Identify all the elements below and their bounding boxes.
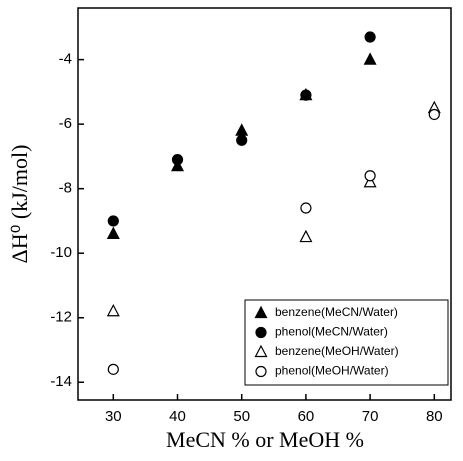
plot-frame	[77, 7, 452, 401]
y-tick-label: -6	[59, 115, 72, 132]
y-tick-label: -4	[59, 51, 72, 68]
legend-label: benzene(MeCN/Water)	[275, 305, 398, 319]
marker-circle	[428, 108, 440, 121]
x-tick-label: 70	[362, 408, 379, 425]
marker-triangle	[299, 229, 313, 243]
legend-label: phenol(MeCN/Water)	[275, 325, 388, 339]
x-tick-label: 30	[105, 408, 122, 425]
marker-circle	[300, 202, 312, 214]
marker-circle	[171, 154, 184, 166]
y-tick-label: -8	[59, 180, 72, 197]
y-tick-label: -12	[50, 309, 72, 326]
legend-box	[244, 299, 449, 386]
x-axis-title: MeCN % or MeOH %	[166, 427, 364, 452]
marker-circle	[107, 363, 119, 375]
y-tick-label: -14	[50, 373, 72, 390]
marker-triangle	[254, 305, 268, 319]
x-tick-label: 80	[426, 408, 443, 425]
x-tick-label: 60	[298, 408, 315, 425]
x-tick-label: 50	[233, 408, 250, 425]
marker-triangle	[106, 303, 120, 317]
marker-circle	[364, 31, 376, 43]
marker-circle	[364, 170, 376, 182]
y-tick-label: -10	[50, 244, 72, 261]
marker-circle	[107, 215, 119, 227]
x-tick-label: 40	[169, 408, 186, 425]
y-axis-title: ΔH⁰ (kJ/mol)	[7, 145, 32, 264]
marker-circle	[255, 365, 267, 378]
marker-triangle	[363, 52, 377, 65]
marker-circle	[255, 326, 267, 339]
marker-circle	[236, 134, 248, 146]
legend-label: phenol(MeOH/Water)	[275, 364, 389, 378]
marker-triangle	[254, 344, 268, 358]
marker-triangle	[106, 226, 120, 239]
marker-triangle	[235, 123, 249, 136]
marker-triangle	[363, 174, 377, 188]
marker-triangle	[171, 158, 185, 172]
legend-label: benzene(MeOH/Water)	[275, 344, 399, 358]
marker-circle	[300, 89, 312, 101]
